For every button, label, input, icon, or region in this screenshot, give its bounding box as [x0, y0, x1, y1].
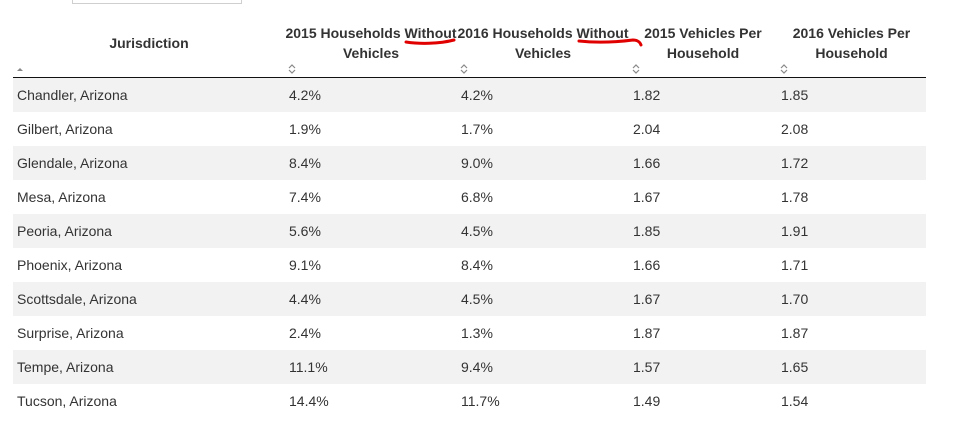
table-row: Tucson, Arizona 14.4% 11.7% 1.49 1.54 [13, 384, 926, 418]
table-row: Chandler, Arizona 4.2% 4.2% 1.82 1.85 [13, 77, 926, 112]
cell-2016-households-without-vehicles: 9.4% [457, 350, 629, 384]
table-body: Chandler, Arizona 4.2% 4.2% 1.82 1.85 Gi… [13, 77, 926, 418]
cell-2016-vehicles-per-household: 1.78 [777, 180, 926, 214]
cell-2016-vehicles-per-household: 1.71 [777, 248, 926, 282]
cell-2016-households-without-vehicles: 6.8% [457, 180, 629, 214]
sort-both-icon[interactable] [779, 63, 789, 75]
cell-jurisdiction: Gilbert, Arizona [13, 112, 285, 146]
column-header-label: 2015 Vehicles Per Household [644, 25, 762, 61]
cell-2016-households-without-vehicles: 4.2% [457, 77, 629, 112]
cell-2015-vehicles-per-household: 1.57 [629, 350, 777, 384]
cell-2015-households-without-vehicles: 7.4% [285, 180, 457, 214]
cell-2016-vehicles-per-household: 1.91 [777, 214, 926, 248]
table-row: Glendale, Arizona 8.4% 9.0% 1.66 1.72 [13, 146, 926, 180]
cell-2015-households-without-vehicles: 14.4% [285, 384, 457, 418]
cell-2016-vehicles-per-household: 1.87 [777, 316, 926, 350]
cell-2015-households-without-vehicles: 1.9% [285, 112, 457, 146]
cell-jurisdiction: Surprise, Arizona [13, 316, 285, 350]
cell-2016-vehicles-per-household: 1.72 [777, 146, 926, 180]
cell-2015-households-without-vehicles: 9.1% [285, 248, 457, 282]
column-header-2015-vehicles-per-household[interactable]: 2015 Vehicles Per Household [629, 22, 777, 78]
cell-2015-households-without-vehicles: 5.6% [285, 214, 457, 248]
table-row: Phoenix, Arizona 9.1% 8.4% 1.66 1.71 [13, 248, 926, 282]
cell-2016-households-without-vehicles: 1.3% [457, 316, 629, 350]
cell-2015-households-without-vehicles: 11.1% [285, 350, 457, 384]
column-header-label: 2016 Households Without Vehicles [457, 25, 629, 61]
cell-2016-households-without-vehicles: 4.5% [457, 282, 629, 316]
sort-both-icon[interactable] [631, 63, 641, 75]
table-row: Surprise, Arizona 2.4% 1.3% 1.87 1.87 [13, 316, 926, 350]
cell-2015-vehicles-per-household: 1.82 [629, 77, 777, 112]
cell-2016-vehicles-per-household: 2.08 [777, 112, 926, 146]
cell-jurisdiction: Tempe, Arizona [13, 350, 285, 384]
cell-jurisdiction: Tucson, Arizona [13, 384, 285, 418]
cell-2015-vehicles-per-household: 1.67 [629, 180, 777, 214]
table-row: Scottsdale, Arizona 4.4% 4.5% 1.67 1.70 [13, 282, 926, 316]
column-header-label: 2015 Households Without Vehicles [285, 25, 457, 61]
data-table-container: Jurisdiction 2015 Households Without Veh… [13, 22, 926, 418]
cell-2015-vehicles-per-household: 1.49 [629, 384, 777, 418]
table-row: Peoria, Arizona 5.6% 4.5% 1.85 1.91 [13, 214, 926, 248]
column-header-2016-vehicles-per-household[interactable]: 2016 Vehicles Per Household [777, 22, 926, 78]
cell-2015-vehicles-per-household: 1.87 [629, 316, 777, 350]
cell-2015-vehicles-per-household: 1.66 [629, 146, 777, 180]
sort-both-icon[interactable] [459, 63, 469, 75]
cell-2015-vehicles-per-household: 1.85 [629, 214, 777, 248]
column-header-jurisdiction[interactable]: Jurisdiction [13, 22, 285, 78]
table-row: Mesa, Arizona 7.4% 6.8% 1.67 1.78 [13, 180, 926, 214]
cell-2016-households-without-vehicles: 11.7% [457, 384, 629, 418]
cell-2015-vehicles-per-household: 1.67 [629, 282, 777, 316]
cell-2015-households-without-vehicles: 2.4% [285, 316, 457, 350]
table-row: Gilbert, Arizona 1.9% 1.7% 2.04 2.08 [13, 112, 926, 146]
cell-2016-households-without-vehicles: 4.5% [457, 214, 629, 248]
cell-2016-vehicles-per-household: 1.70 [777, 282, 926, 316]
column-header-2016-households-without-vehicles[interactable]: 2016 Households Without Vehicles [457, 22, 629, 78]
cell-2015-households-without-vehicles: 4.2% [285, 77, 457, 112]
column-header-2015-households-without-vehicles[interactable]: 2015 Households Without Vehicles [285, 22, 457, 78]
cell-2016-households-without-vehicles: 9.0% [457, 146, 629, 180]
cell-jurisdiction: Peoria, Arizona [13, 214, 285, 248]
cell-jurisdiction: Phoenix, Arizona [13, 248, 285, 282]
cell-2015-vehicles-per-household: 1.66 [629, 248, 777, 282]
cell-2015-households-without-vehicles: 4.4% [285, 282, 457, 316]
cell-2015-households-without-vehicles: 8.4% [285, 146, 457, 180]
column-header-label: 2016 Vehicles Per Household [792, 25, 911, 61]
cell-2016-vehicles-per-household: 1.85 [777, 77, 926, 112]
column-header-label: Jurisdiction [109, 35, 189, 51]
cell-jurisdiction: Glendale, Arizona [13, 146, 285, 180]
cell-2016-vehicles-per-household: 1.54 [777, 384, 926, 418]
cell-2015-vehicles-per-household: 2.04 [629, 112, 777, 146]
sort-both-icon[interactable] [287, 63, 297, 75]
cell-jurisdiction: Scottsdale, Arizona [13, 282, 285, 316]
table-row: Tempe, Arizona 11.1% 9.4% 1.57 1.65 [13, 350, 926, 384]
cell-2016-vehicles-per-household: 1.65 [777, 350, 926, 384]
sort-ascending-icon[interactable] [15, 63, 25, 75]
search-input[interactable] [72, 0, 242, 4]
cell-jurisdiction: Chandler, Arizona [13, 77, 285, 112]
table-header-row: Jurisdiction 2015 Households Without Veh… [13, 22, 926, 78]
data-table: Jurisdiction 2015 Households Without Veh… [13, 22, 926, 418]
cell-jurisdiction: Mesa, Arizona [13, 180, 285, 214]
cell-2016-households-without-vehicles: 1.7% [457, 112, 629, 146]
cell-2016-households-without-vehicles: 8.4% [457, 248, 629, 282]
